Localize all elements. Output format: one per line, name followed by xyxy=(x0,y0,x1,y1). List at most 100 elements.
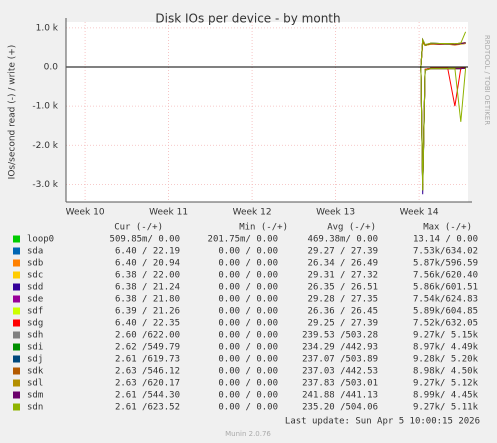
legend-cell: 5.87k/596.59 xyxy=(413,259,478,269)
legend-cell: 2.60 /622.00 xyxy=(115,331,180,341)
x-tick-label: Week 10 xyxy=(66,208,105,218)
legend-header: Cur (-/+) xyxy=(114,223,163,233)
y-tick-label: -1.0 k xyxy=(32,102,58,112)
y-tick-label: 1.0 k xyxy=(36,23,59,33)
legend-cell: 0.00 / 0.00 xyxy=(218,247,278,257)
legend-cell: 237.07 /503.89 xyxy=(302,355,378,365)
y-axis-label: IOs/second read (-) / write (+) xyxy=(8,45,18,180)
legend-header: Max (-/+) xyxy=(423,223,472,233)
legend-cell: 6.40 / 22.35 xyxy=(115,319,180,329)
legend-swatch xyxy=(13,271,20,279)
legend-label: sdf xyxy=(27,307,43,317)
legend-swatch xyxy=(13,319,20,327)
legend-cell: 0.00 / 0.00 xyxy=(218,259,278,269)
legend-label: sdb xyxy=(27,259,43,269)
legend-cell: 234.29 /442.93 xyxy=(302,343,378,353)
y-tick-label: -3.0 k xyxy=(32,180,58,190)
legend-swatch xyxy=(13,331,20,339)
legend-cell: 0.00 / 0.00 xyxy=(218,343,278,353)
legend-cell: 7.54k/624.83 xyxy=(413,295,478,305)
legend-label: sdc xyxy=(27,271,43,281)
legend-cell: 0.00 / 0.00 xyxy=(218,379,278,389)
legend-cell: 26.36 / 26.45 xyxy=(308,307,378,317)
legend-cell: 6.38 / 21.80 xyxy=(115,295,180,305)
x-tick-label: Week 11 xyxy=(149,208,188,218)
y-tick-label: -2.0 k xyxy=(32,141,58,151)
legend-label: sdn xyxy=(27,403,43,413)
legend-cell: 237.83 /503.01 xyxy=(302,379,378,389)
legend-cell: 237.03 /442.53 xyxy=(302,367,378,377)
legend-cell: 7.56k/620.40 xyxy=(413,271,478,281)
legend-cell: 0.00 / 0.00 xyxy=(218,271,278,281)
legend-label: sdk xyxy=(27,367,44,377)
legend-cell: 469.38m/ 0.00 xyxy=(308,235,378,245)
legend-swatch xyxy=(13,247,20,255)
legend-cell: 5.86k/601.51 xyxy=(413,283,478,293)
legend-cell: 26.34 / 26.49 xyxy=(308,259,378,269)
series-line xyxy=(420,31,467,68)
legend-cell: 2.62 /549.79 xyxy=(115,343,180,353)
legend-cell: 9.27k/ 5.15k xyxy=(413,331,479,341)
legend-cell: 29.27 / 27.39 xyxy=(308,247,378,257)
legend-swatch xyxy=(13,259,20,267)
legend-cell: 235.20 /504.06 xyxy=(302,403,378,413)
legend-cell: 9.28k/ 5.20k xyxy=(413,355,479,365)
legend-cell: 7.52k/632.05 xyxy=(413,319,478,329)
x-tick-label: Week 13 xyxy=(316,208,355,218)
legend-swatch xyxy=(13,367,20,375)
legend-label: sda xyxy=(27,247,43,257)
legend-cell: 241.88 /441.13 xyxy=(302,391,378,401)
legend-cell: 201.75m/ 0.00 xyxy=(208,235,278,245)
legend-swatch xyxy=(13,283,20,291)
legend-cell: 29.31 / 27.32 xyxy=(308,271,378,281)
chart-title: Disk IOs per device - by month xyxy=(155,12,340,26)
legend-cell: 0.00 / 0.00 xyxy=(218,391,278,401)
legend-cell: 0.00 / 0.00 xyxy=(218,367,278,377)
legend-cell: 6.39 / 21.26 xyxy=(115,307,180,317)
legend-cell: 0.00 / 0.00 xyxy=(218,307,278,317)
legend-cell: 2.63 /620.17 xyxy=(115,379,180,389)
legend-header: Avg (-/+) xyxy=(327,223,376,233)
legend-cell: 8.97k/ 4.49k xyxy=(413,343,479,353)
legend-cell: 239.53 /503.28 xyxy=(302,331,378,341)
footer: Munin 2.0.76 xyxy=(225,430,271,438)
legend-cell: 6.38 / 22.00 xyxy=(115,271,180,281)
legend-label: sdg xyxy=(27,319,43,329)
legend-cell: 0.00 / 0.00 xyxy=(218,403,278,413)
legend-cell: 2.61 /619.73 xyxy=(115,355,180,365)
plot-area xyxy=(66,22,468,202)
legend-cell: 29.25 / 27.39 xyxy=(308,319,378,329)
legend-swatch xyxy=(13,343,20,351)
legend-swatch xyxy=(13,379,20,387)
legend-cell: 5.89k/604.85 xyxy=(413,307,478,317)
legend-swatch xyxy=(13,235,20,243)
legend-label: sdh xyxy=(27,331,43,341)
legend-label: loop0 xyxy=(27,235,54,245)
legend-cell: 0.00 / 0.00 xyxy=(218,295,278,305)
x-tick-label: Week 12 xyxy=(233,208,272,218)
last-update: Last update: Sun Apr 5 10:00:15 2026 xyxy=(285,417,480,427)
legend-cell: 29.28 / 27.35 xyxy=(308,295,378,305)
legend-label: sde xyxy=(27,295,43,305)
legend-cell: 13.14 / 0.00 xyxy=(413,235,478,245)
x-tick-label: Week 14 xyxy=(400,208,439,218)
legend-cell: 0.00 / 0.00 xyxy=(218,319,278,329)
legend-swatch xyxy=(13,391,20,399)
legend-label: sdm xyxy=(27,391,43,401)
legend-cell: 6.40 / 22.19 xyxy=(115,247,180,257)
legend-cell: 8.99k/ 4.45k xyxy=(413,391,479,401)
legend-cell: 9.27k/ 5.11k xyxy=(413,403,479,413)
legend-cell: 0.00 / 0.00 xyxy=(218,331,278,341)
side-text: RRDTOOL / TOBI OETIKER xyxy=(483,35,491,125)
legend-swatch xyxy=(13,307,20,315)
legend-cell: 2.61 /623.52 xyxy=(115,403,180,413)
legend-header: Min (-/+) xyxy=(239,223,288,233)
legend-cell: 7.53k/634.02 xyxy=(413,247,478,257)
series-line xyxy=(420,66,467,191)
legend-cell: 0.00 / 0.00 xyxy=(218,283,278,293)
legend-label: sdi xyxy=(27,343,43,353)
legend-cell: 8.98k/ 4.50k xyxy=(413,367,479,377)
legend-cell: 0.00 / 0.00 xyxy=(218,355,278,365)
legend-label: sdj xyxy=(27,355,43,365)
